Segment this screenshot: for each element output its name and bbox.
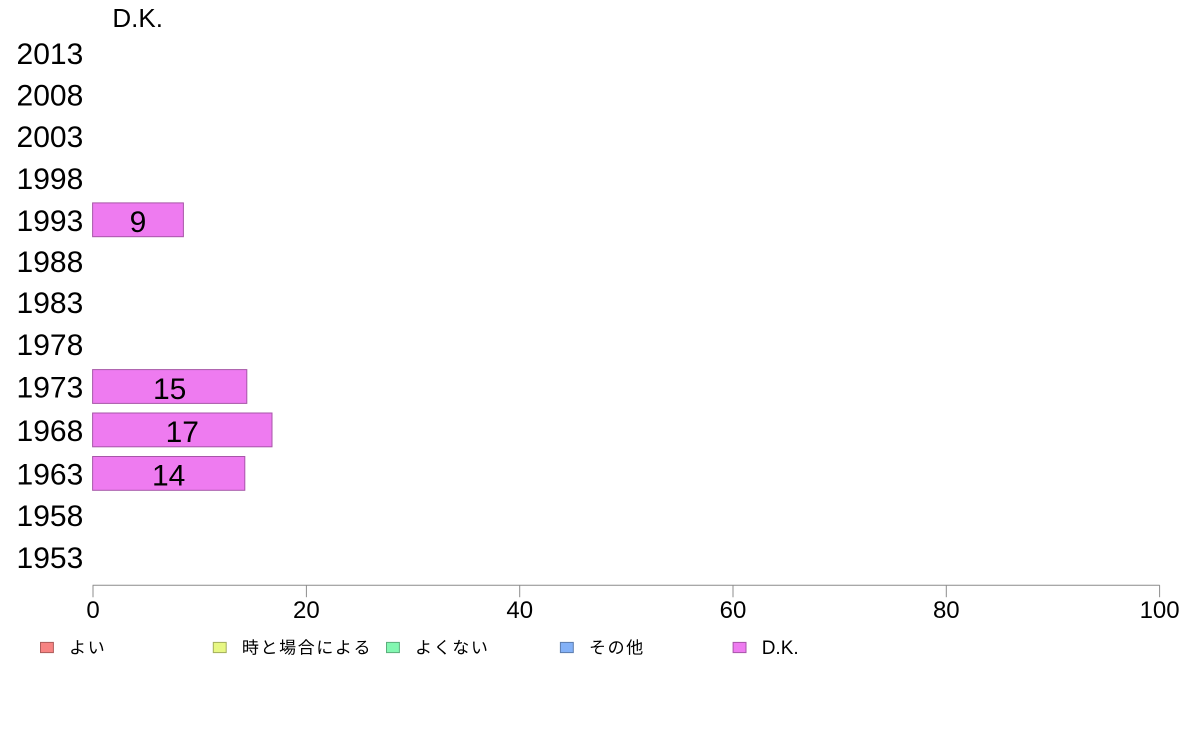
svg-text:60: 60: [720, 597, 747, 624]
svg-text:D.K.: D.K.: [762, 638, 799, 659]
svg-text:80: 80: [933, 597, 960, 624]
svg-text:1958: 1958: [17, 500, 84, 533]
svg-text:1973: 1973: [17, 372, 84, 405]
svg-text:17: 17: [166, 416, 199, 449]
svg-text:20: 20: [293, 597, 320, 624]
svg-text:15: 15: [153, 373, 186, 406]
svg-text:1968: 1968: [17, 415, 84, 448]
svg-text:1988: 1988: [17, 246, 84, 279]
svg-text:1993: 1993: [17, 205, 84, 238]
svg-text:1978: 1978: [17, 329, 84, 362]
svg-text:40: 40: [506, 597, 533, 624]
svg-text:2008: 2008: [17, 80, 84, 113]
svg-text:14: 14: [152, 460, 185, 493]
svg-text:2003: 2003: [17, 121, 84, 154]
svg-text:1998: 1998: [17, 163, 84, 196]
svg-text:9: 9: [130, 206, 147, 239]
svg-text:1953: 1953: [17, 542, 84, 575]
svg-text:100: 100: [1140, 597, 1180, 624]
svg-text:1963: 1963: [17, 459, 84, 492]
svg-text:1983: 1983: [17, 287, 84, 320]
svg-text:2013: 2013: [17, 38, 84, 71]
svg-text:D.K.: D.K.: [112, 3, 163, 33]
svg-text:0: 0: [86, 597, 99, 624]
